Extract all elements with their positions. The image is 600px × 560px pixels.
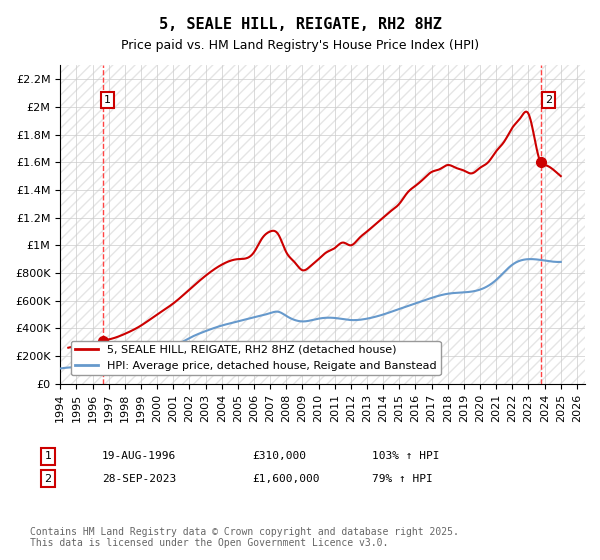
Text: 1: 1 — [44, 451, 52, 461]
Legend: 5, SEALE HILL, REIGATE, RH2 8HZ (detached house), HPI: Average price, detached h: 5, SEALE HILL, REIGATE, RH2 8HZ (detache… — [71, 340, 440, 375]
Text: 79% ↑ HPI: 79% ↑ HPI — [372, 474, 433, 484]
Text: Contains HM Land Registry data © Crown copyright and database right 2025.
This d: Contains HM Land Registry data © Crown c… — [30, 527, 459, 548]
Text: 19-AUG-1996: 19-AUG-1996 — [102, 451, 176, 461]
Text: 1: 1 — [104, 95, 111, 105]
Text: 103% ↑ HPI: 103% ↑ HPI — [372, 451, 439, 461]
Text: £310,000: £310,000 — [252, 451, 306, 461]
Text: 5, SEALE HILL, REIGATE, RH2 8HZ: 5, SEALE HILL, REIGATE, RH2 8HZ — [158, 17, 442, 32]
Text: £1,600,000: £1,600,000 — [252, 474, 320, 484]
Text: Price paid vs. HM Land Registry's House Price Index (HPI): Price paid vs. HM Land Registry's House … — [121, 39, 479, 52]
Text: 28-SEP-2023: 28-SEP-2023 — [102, 474, 176, 484]
Text: 2: 2 — [545, 95, 552, 105]
Text: 2: 2 — [44, 474, 52, 484]
